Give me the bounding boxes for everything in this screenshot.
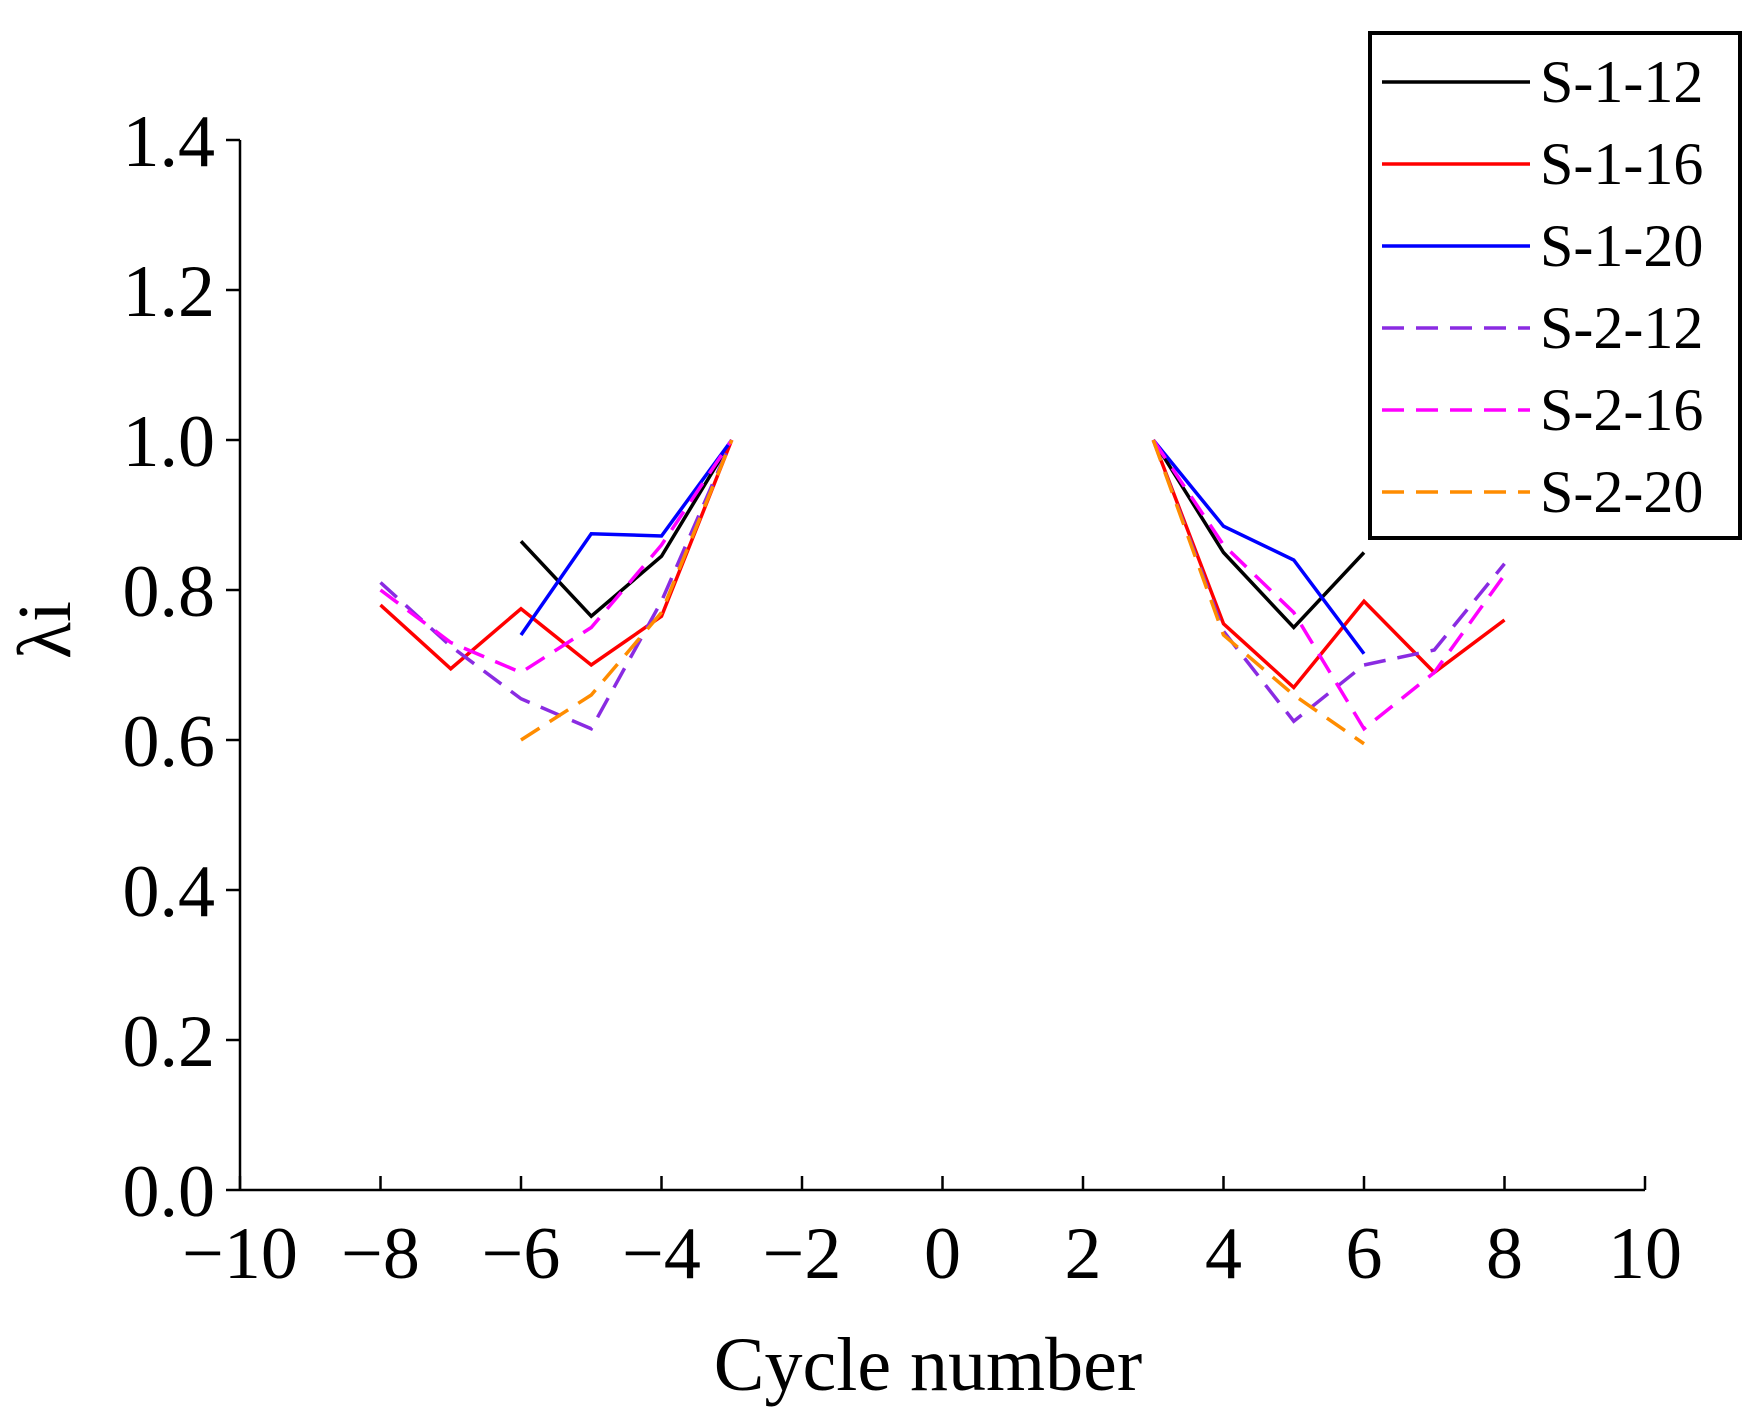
x-tick-label: 2: [1065, 1213, 1102, 1295]
series-line-s-2-20: [520, 439, 734, 742]
x-tick-label: 4: [1205, 1213, 1242, 1295]
legend-label: S-2-16: [1540, 377, 1703, 443]
x-tick-label: 8: [1486, 1213, 1523, 1295]
y-tick-label: 1.0: [123, 401, 216, 483]
x-tick-label: 6: [1346, 1213, 1383, 1295]
legend: S-1-12 S-1-16 S-1-20 S-2-12 S-2-16 S-2-20: [1368, 31, 1742, 540]
x-tick-label: 0: [924, 1213, 961, 1295]
series-line-s-1-16: [1151, 439, 1506, 691]
series-line-s-1-12: [1151, 439, 1366, 631]
x-tick-label: −8: [341, 1213, 420, 1295]
series-line-s-1-12: [519, 439, 734, 619]
series-line-s-2-16: [1151, 439, 1506, 732]
series-line-s-2-20: [1151, 439, 1365, 746]
legend-label: S-2-12: [1540, 295, 1703, 361]
x-tick-label: 10: [1608, 1213, 1682, 1295]
x-axis-title: Cycle number: [714, 1323, 1142, 1407]
ticks: −10 −8 −6 −4 −2 0 2 4 6 8 10 0.0 0.2 0.4 0.6 0.8 1.0 1.2 1…: [123, 101, 1683, 1295]
x-tick-label: −4: [622, 1213, 701, 1295]
y-tick-label: 0.4: [123, 851, 216, 933]
legend-box: [1368, 31, 1742, 540]
legend-label: S-1-16: [1540, 131, 1703, 197]
x-tick-label: −10: [182, 1213, 298, 1295]
y-tick-label: 0.8: [123, 551, 216, 633]
y-axis-title: λi: [3, 601, 87, 659]
series-lines: [379, 438, 1506, 746]
y-tick-label: 0.6: [123, 701, 216, 783]
x-tick-label: −6: [482, 1213, 561, 1295]
y-tick-label: 0.2: [123, 1001, 216, 1083]
x-tick-label: −2: [763, 1213, 842, 1295]
y-tick-label: 0.0: [123, 1151, 216, 1233]
y-tick-label: 1.4: [123, 101, 216, 183]
series-line-s-1-20: [519, 438, 734, 636]
legend-label: S-2-20: [1540, 459, 1703, 525]
series-line-s-2-16: [379, 439, 734, 675]
y-tick-label: 1.2: [123, 251, 216, 333]
legend-label: S-1-20: [1540, 213, 1703, 279]
series-line-s-1-16: [379, 439, 734, 672]
series-line-s-1-20: [1151, 438, 1366, 655]
legend-label: S-1-12: [1540, 49, 1703, 115]
